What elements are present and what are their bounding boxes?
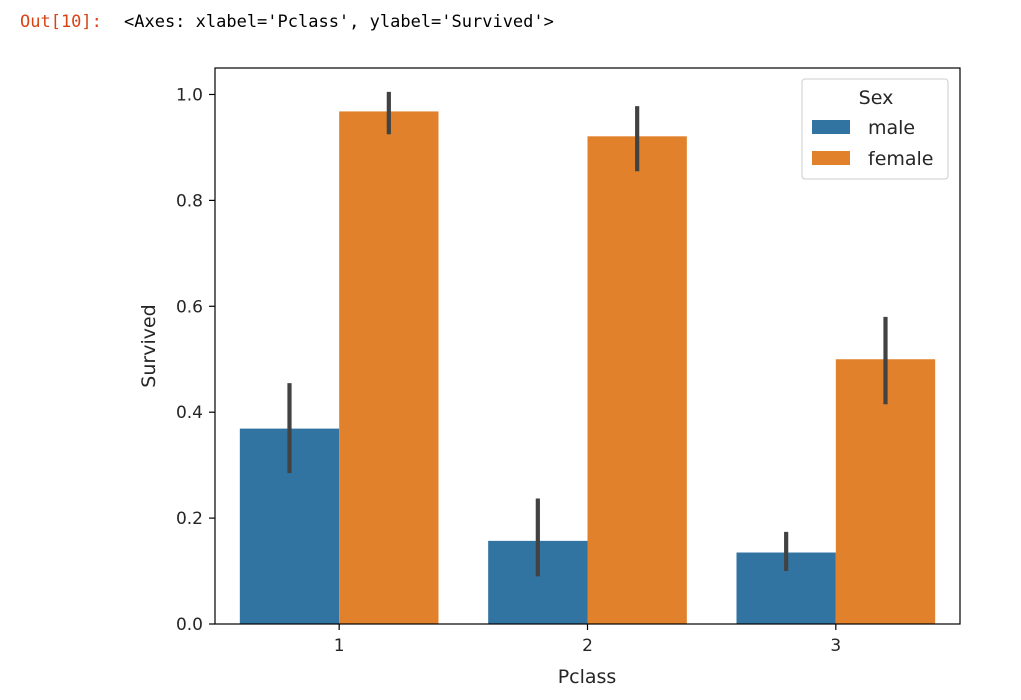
x-axis: 1 2 3 xyxy=(334,624,841,656)
y-tick-label: 0.2 xyxy=(176,509,203,529)
x-tick-label: 2 xyxy=(582,636,593,656)
legend-label-female: female xyxy=(868,148,934,170)
error-bars-layer xyxy=(287,91,888,577)
legend-title: Sex xyxy=(859,87,894,109)
y-tick-label: 0.6 xyxy=(176,297,203,317)
y-tick-label: 0.4 xyxy=(176,403,203,423)
y-axis: 0.0 0.2 0.4 0.6 0.8 1.0 xyxy=(176,85,215,635)
legend-swatch-male xyxy=(812,120,850,134)
y-axis-label: Survived xyxy=(138,304,160,387)
y-tick-label: 0.8 xyxy=(176,191,203,211)
legend-label-male: male xyxy=(868,117,915,139)
axes-repr-text: <Axes: xlabel='Pclass', ylabel='Survived… xyxy=(124,12,554,32)
bar-female-2 xyxy=(587,136,687,624)
x-axis-label: Pclass xyxy=(558,666,617,688)
y-tick-label: 0.0 xyxy=(176,615,203,635)
output-cell-header: Out[10]: <Axes: xlabel='Pclass', ylabel=… xyxy=(0,0,1021,46)
legend-items: male female xyxy=(812,117,934,170)
x-tick-label: 3 xyxy=(830,636,841,656)
legend-swatch-female xyxy=(812,151,850,165)
y-tick-label: 1.0 xyxy=(176,85,203,105)
output-prompt: Out[10]: xyxy=(20,12,102,32)
x-tick-label: 1 xyxy=(334,636,345,656)
legend: Sex male female xyxy=(801,78,949,180)
bars-layer xyxy=(239,111,936,624)
bar-female-1 xyxy=(339,111,439,624)
